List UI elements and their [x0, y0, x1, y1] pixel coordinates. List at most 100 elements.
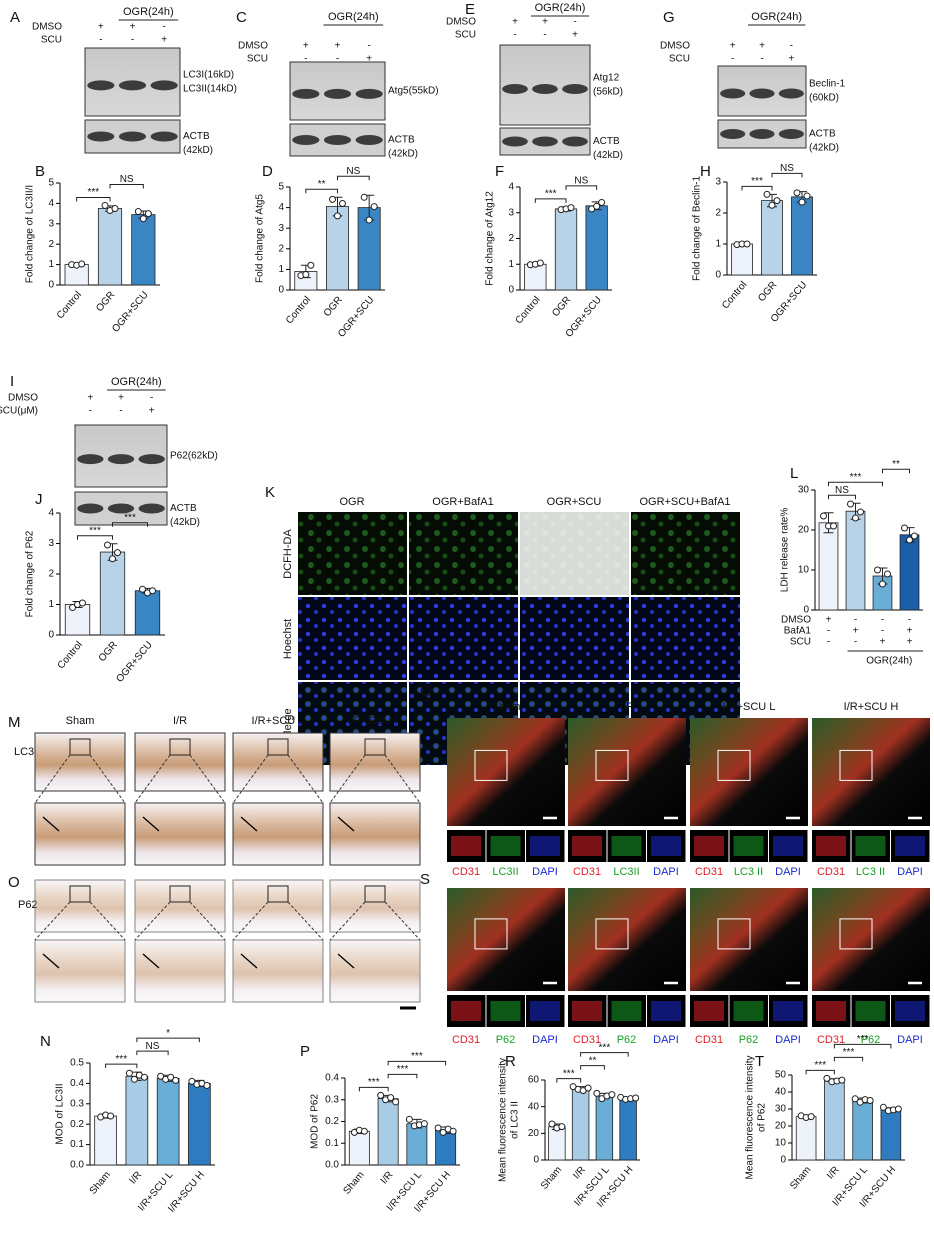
data-point — [823, 1074, 831, 1082]
sig-bracket — [833, 1056, 864, 1062]
band — [532, 136, 558, 147]
y-tick-label: 1 — [48, 599, 54, 610]
data-point — [107, 1112, 115, 1120]
x-tick-label: OGR — [550, 295, 573, 320]
zoom-line — [134, 901, 171, 941]
sig-bracket — [76, 196, 111, 202]
data-point — [140, 1073, 148, 1081]
y-tick-label: 4 — [48, 508, 54, 519]
band — [778, 88, 804, 99]
sig-bracket — [136, 1037, 200, 1043]
band — [323, 88, 352, 99]
data-point — [365, 216, 373, 224]
data-point — [387, 1094, 395, 1102]
sign: - — [790, 41, 793, 52]
y-tick-label: 4 — [278, 202, 284, 213]
x-tick-label: I/R — [128, 1170, 145, 1187]
data-point — [360, 1127, 368, 1135]
data-point — [203, 1081, 211, 1089]
bar — [619, 1098, 637, 1161]
band — [77, 503, 104, 514]
row-label: SCU — [247, 54, 268, 65]
y-tick-label: 40 — [528, 1101, 540, 1112]
data-point — [548, 1120, 556, 1128]
bar — [731, 243, 753, 276]
bar — [548, 1126, 566, 1161]
data-point — [768, 201, 776, 209]
data-point — [329, 195, 336, 203]
sig-bracket — [112, 522, 148, 527]
x-tick-label: Control — [56, 640, 85, 672]
sig-bracket — [828, 494, 856, 500]
ihc-image — [232, 879, 324, 933]
band — [138, 503, 165, 514]
data-point — [167, 1073, 175, 1081]
y-tick-label: 3 — [48, 538, 54, 549]
sig-bracket — [358, 1086, 389, 1092]
panel-letter: M — [8, 714, 21, 731]
sig-label: *** — [89, 525, 101, 536]
column-header: OGR+BafA1 — [432, 496, 493, 508]
y-tick-label: 2 — [715, 208, 721, 219]
y-tick-label: 0 — [533, 1155, 539, 1166]
sign: - — [99, 35, 102, 46]
data-point — [434, 1124, 442, 1132]
channel-label: DAPI — [532, 1034, 558, 1046]
panel-letter: L — [790, 465, 798, 482]
row-label: Merge — [282, 708, 294, 739]
y-tick-label: 0 — [48, 280, 54, 291]
fluorescence-image — [690, 718, 808, 826]
bar — [852, 1100, 873, 1161]
micrograph — [409, 512, 518, 595]
sign: + — [788, 54, 794, 65]
channel-signal — [816, 1001, 846, 1021]
y-tick-label: 0 — [803, 605, 809, 616]
bar — [377, 1098, 399, 1166]
column-header: I/R — [620, 701, 634, 713]
sig-bracket — [805, 1069, 835, 1075]
panel-letter: D — [262, 163, 273, 180]
sign: - — [543, 30, 546, 41]
band-label: (60kD) — [809, 93, 839, 104]
x-tick-label: Control — [55, 290, 84, 322]
channel-signal — [855, 1001, 886, 1021]
bar — [406, 1123, 428, 1166]
zoom-line — [384, 901, 421, 941]
y-tick-label: 60 — [528, 1075, 540, 1086]
sign: + — [130, 22, 136, 33]
y-tick-label: 0.4 — [325, 1073, 339, 1084]
band — [720, 88, 746, 99]
sign: - — [881, 626, 884, 637]
ihc-zoom — [134, 939, 226, 1003]
sign: - — [827, 626, 830, 637]
bar — [64, 604, 91, 636]
zoom-box — [69, 738, 91, 756]
arrow — [142, 816, 160, 832]
data-point — [392, 1098, 400, 1106]
sig-label: *** — [411, 1051, 423, 1062]
channel-signal — [694, 1001, 724, 1021]
bar — [824, 1080, 845, 1161]
sign: - — [119, 406, 122, 417]
zoom-box — [839, 918, 873, 950]
y-tick-label: 0.1 — [70, 1139, 84, 1150]
sign: - — [304, 54, 307, 65]
zoom-box — [839, 749, 873, 781]
band-label: (42kD) — [388, 149, 418, 160]
band-label: Atg12 — [593, 73, 620, 84]
channel-signal — [816, 836, 846, 856]
panel-letter: T — [755, 1053, 764, 1070]
fluorescence-image — [690, 888, 808, 991]
sign: + — [303, 41, 309, 52]
condition-label: BafA1 — [784, 626, 812, 637]
data-point — [793, 189, 801, 197]
row-label: DMSO — [238, 41, 268, 52]
y-axis-label: Fold change of Atg5 — [255, 194, 266, 283]
data-point — [803, 192, 811, 200]
x-tick-label: OGR — [94, 290, 117, 315]
y-tick-label: 0.2 — [325, 1116, 339, 1127]
sig-label: *** — [87, 187, 99, 198]
sign: - — [854, 637, 857, 648]
sig-label: ** — [892, 459, 900, 470]
channel-signal — [694, 836, 724, 856]
